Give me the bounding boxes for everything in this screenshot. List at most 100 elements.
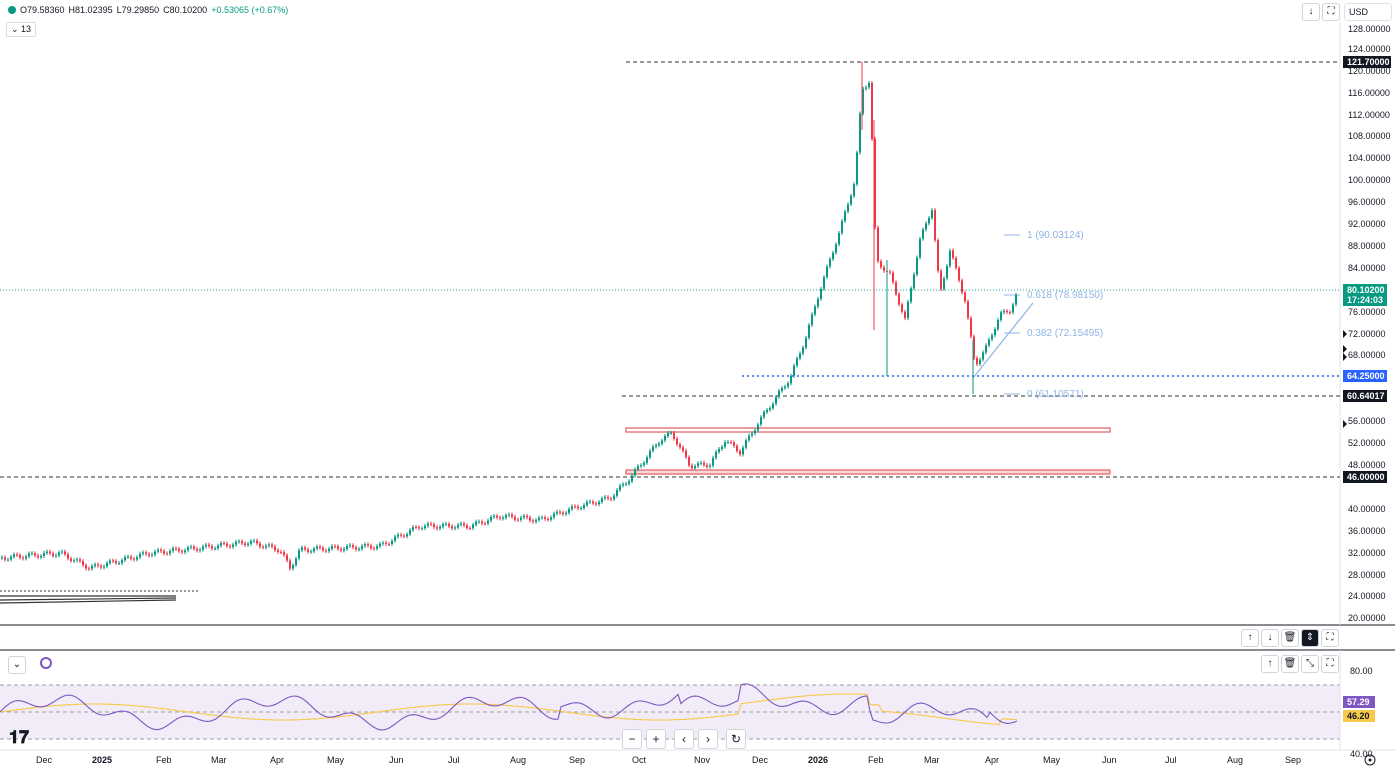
resistance-box-upper[interactable]: [625, 427, 1111, 433]
candle-body: [190, 546, 192, 548]
candle-body: [580, 508, 582, 510]
trendline-c[interactable]: [0, 599, 177, 604]
trendline-b[interactable]: [0, 597, 177, 601]
time-tick: Nov: [694, 755, 711, 765]
candle-body: [172, 548, 174, 551]
indicator-count[interactable]: ⌄ 13: [6, 22, 37, 37]
currency-selector[interactable]: USD: [1344, 3, 1392, 21]
candle-body: [88, 568, 90, 570]
candle-body: [730, 441, 732, 443]
time-tick: 2026: [808, 755, 828, 765]
candle-body: [967, 301, 969, 319]
chevron-down-icon[interactable]: ⌄: [8, 656, 26, 674]
candle-body: [1015, 294, 1017, 305]
candle-body: [982, 352, 984, 360]
rsi-line: [0, 683, 1018, 731]
fullscreen-icon[interactable]: ⛶: [1322, 3, 1340, 21]
price-tick: 72.00000: [1348, 329, 1386, 339]
candle-body: [880, 261, 882, 268]
low-value: L79.29850: [116, 5, 160, 15]
candle-body: [688, 457, 690, 466]
candle-body: [85, 565, 87, 569]
candle-body: [307, 549, 309, 552]
candle-body: [178, 548, 180, 552]
candle-body: [304, 547, 306, 550]
time-tick: Jul: [1165, 755, 1177, 765]
candle-body: [478, 521, 480, 523]
candle-body: [814, 306, 816, 315]
candle-body: [751, 433, 753, 436]
maximize-icon[interactable]: ⛶: [1321, 655, 1339, 673]
candle-body: [58, 552, 60, 556]
marker-arrow-icon: [1343, 330, 1347, 338]
candle-body: [181, 551, 183, 553]
candle-body: [916, 257, 918, 275]
arrow-down-icon[interactable]: ↓: [1261, 629, 1279, 647]
scroll-right-icon[interactable]: ›: [698, 729, 718, 749]
collapse-icon[interactable]: ⤡: [1301, 655, 1319, 673]
time-tick: Mar: [924, 755, 940, 765]
candle-body: [187, 547, 189, 551]
candle-body: [271, 544, 273, 547]
candle-body: [628, 481, 630, 484]
candle-body: [1012, 304, 1014, 313]
candle-body: [832, 252, 834, 259]
price-tick: 92.00000: [1348, 219, 1386, 229]
candle-body: [571, 506, 573, 510]
candle-body: [739, 451, 741, 455]
price-axis[interactable]: 128.00000 124.00000 120.00000 116.00000 …: [1348, 24, 1391, 623]
candle-body: [658, 443, 660, 446]
scroll-left-icon[interactable]: ‹: [674, 729, 694, 749]
time-tick: Feb: [868, 755, 884, 765]
svg-text:46.20: 46.20: [1347, 711, 1370, 721]
candle-body: [760, 417, 762, 425]
candle-body: [496, 515, 498, 518]
candle-body: [781, 387, 783, 391]
candle-body: [907, 301, 909, 319]
rsi-ma-tag: 46.20: [1343, 710, 1375, 722]
zoom-in-icon[interactable]: +: [646, 729, 666, 749]
candle-body: [361, 546, 363, 549]
zoom-out-icon[interactable]: −: [622, 729, 642, 749]
candle-body: [286, 555, 288, 561]
collapse-icon[interactable]: ⇕: [1301, 629, 1319, 647]
trash-icon[interactable]: 🗑: [1281, 629, 1299, 647]
time-axis[interactable]: Dec 2025 Feb Mar Apr May Jun Jul Aug Sep…: [36, 755, 1301, 765]
fib-trend-line[interactable]: [972, 302, 1034, 379]
candle-body: [448, 523, 450, 527]
candle-body: [820, 288, 822, 299]
change-value: +0.53065 (+0.67%): [211, 5, 289, 15]
download-icon[interactable]: ↓: [1302, 3, 1320, 21]
candle-body: [106, 562, 108, 567]
candle-body: [613, 495, 615, 500]
time-tick: May: [1043, 755, 1061, 765]
candle-body: [1009, 312, 1011, 314]
candle-body: [811, 314, 813, 326]
candle-body: [136, 557, 138, 560]
arrow-up-icon[interactable]: ↑: [1241, 629, 1259, 647]
price-tick: 56.00000: [1348, 416, 1386, 426]
candle-body: [439, 526, 441, 529]
candle-body: [202, 546, 204, 550]
candle-body: [559, 511, 561, 513]
price-tick: 116.00000: [1348, 88, 1390, 98]
indicator-count-value: 13: [21, 24, 32, 34]
candle-body: [52, 553, 54, 556]
candle-body: [778, 390, 780, 397]
maximize-icon[interactable]: ⛶: [1321, 629, 1339, 647]
trash-icon[interactable]: 🗑: [1281, 655, 1299, 673]
reset-icon[interactable]: ↻: [726, 729, 746, 749]
candle-body: [556, 511, 558, 514]
indicator-settings-icon[interactable]: [40, 657, 52, 669]
settings-icon[interactable]: [1364, 754, 1376, 766]
candle-body: [493, 515, 495, 517]
svg-text:121.70000: 121.70000: [1347, 57, 1390, 67]
arrow-up-icon[interactable]: ↑: [1261, 655, 1279, 673]
price-tick: 120.00000: [1348, 66, 1391, 76]
candle-body: [958, 267, 960, 281]
candle-body: [508, 514, 510, 516]
candle-body: [541, 517, 543, 519]
candle-body: [748, 435, 750, 441]
resistance-box-lower[interactable]: [625, 469, 1111, 475]
